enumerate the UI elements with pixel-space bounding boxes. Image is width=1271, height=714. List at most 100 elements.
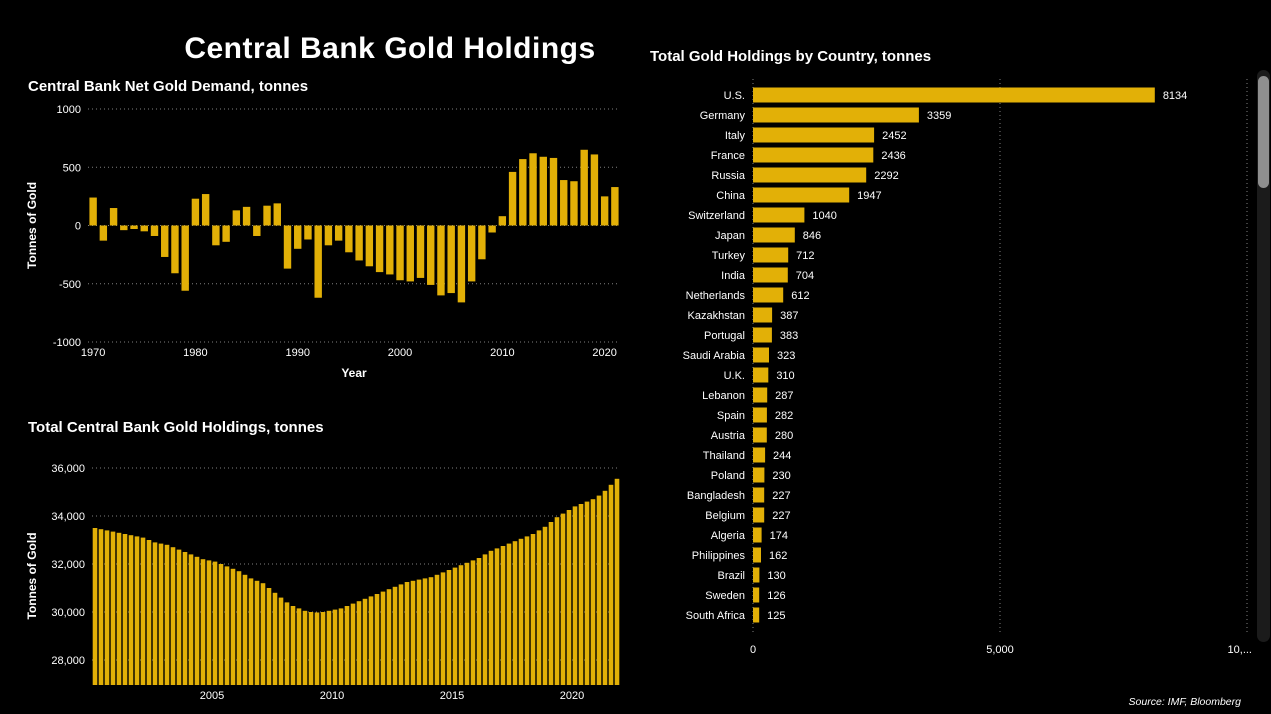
bar[interactable] [345,225,353,253]
bar[interactable] [753,527,762,543]
bar[interactable] [273,203,281,226]
scrollbar-thumb[interactable] [1258,76,1269,188]
bar[interactable] [98,529,104,685]
bar[interactable] [338,608,344,685]
bar[interactable] [230,568,236,685]
bar[interactable] [222,225,230,242]
bar[interactable] [482,554,488,685]
bar[interactable] [380,591,386,685]
bar[interactable] [158,543,164,685]
bar[interactable] [464,562,470,685]
bar[interactable] [130,225,138,230]
bar[interactable] [578,504,584,685]
bar[interactable] [753,507,765,523]
bar[interactable] [386,225,394,275]
bar[interactable] [470,560,476,685]
bar[interactable] [263,205,271,226]
bar[interactable] [519,159,527,226]
bar[interactable] [753,307,773,323]
bar[interactable] [529,153,537,226]
bar[interactable] [150,225,159,236]
bar[interactable] [753,487,765,503]
bar[interactable] [206,560,212,685]
bar[interactable] [753,287,784,303]
bar[interactable] [602,490,608,685]
bar[interactable] [188,554,194,685]
bar[interactable] [242,206,251,226]
bar[interactable] [506,543,512,685]
bar[interactable] [549,157,558,226]
bar[interactable] [170,547,176,685]
bar[interactable] [440,572,446,685]
bar[interactable] [447,225,455,294]
bar[interactable] [194,556,200,685]
bar[interactable] [116,532,122,685]
bar[interactable] [404,582,410,685]
bar[interactable] [278,597,284,685]
bar[interactable] [140,537,146,685]
bar[interactable] [296,608,302,685]
bar[interactable] [266,588,272,685]
bar[interactable] [753,207,805,223]
bar[interactable] [253,225,261,236]
bar[interactable] [590,499,596,685]
bar[interactable] [422,578,428,685]
bar[interactable] [146,540,152,685]
bar[interactable] [500,546,506,685]
bar[interactable] [753,447,766,463]
bar[interactable] [446,570,452,685]
bar[interactable] [224,566,230,685]
bar[interactable] [272,592,278,685]
bar[interactable] [488,550,494,685]
bar[interactable] [314,225,322,298]
bar[interactable] [542,526,548,685]
bar[interactable] [398,584,404,685]
bar[interactable] [260,583,266,685]
bar[interactable] [284,602,290,685]
bar[interactable] [109,208,118,226]
bar[interactable] [753,587,760,603]
bar[interactable] [753,87,1155,103]
bar[interactable] [212,225,220,246]
bar[interactable] [375,225,384,273]
bar[interactable] [332,609,338,685]
bar[interactable] [110,531,116,685]
bar[interactable] [572,506,578,685]
bar[interactable] [200,559,206,685]
bar[interactable] [355,225,363,261]
bar[interactable] [476,558,482,685]
bar[interactable] [560,513,566,685]
bar[interactable] [89,197,97,226]
bar[interactable] [134,536,140,685]
bar[interactable] [350,603,356,685]
bar[interactable] [308,612,314,685]
bar[interactable] [242,574,248,685]
bar[interactable] [437,225,445,296]
bar[interactable] [560,180,568,226]
bar[interactable] [99,225,108,241]
bar[interactable] [326,610,332,685]
bar[interactable] [753,427,767,443]
bar[interactable] [374,594,380,685]
bar[interactable] [368,596,374,685]
bar[interactable] [396,225,404,281]
bar[interactable] [161,225,169,257]
bar[interactable] [392,586,398,685]
bar[interactable] [498,216,507,226]
bar[interactable] [753,367,769,383]
bar[interactable] [122,534,128,685]
bar[interactable] [753,147,874,163]
bar[interactable] [753,107,919,123]
bar[interactable] [362,598,368,685]
bar[interactable] [416,579,422,685]
bar[interactable] [428,577,434,685]
bar[interactable] [283,225,292,269]
bar[interactable] [201,194,210,226]
bar[interactable] [753,347,769,363]
bar[interactable] [753,467,765,483]
bar[interactable] [590,154,599,226]
bar[interactable] [566,510,572,685]
bar[interactable] [236,571,242,685]
bar[interactable] [467,225,476,282]
bar[interactable] [457,225,466,303]
